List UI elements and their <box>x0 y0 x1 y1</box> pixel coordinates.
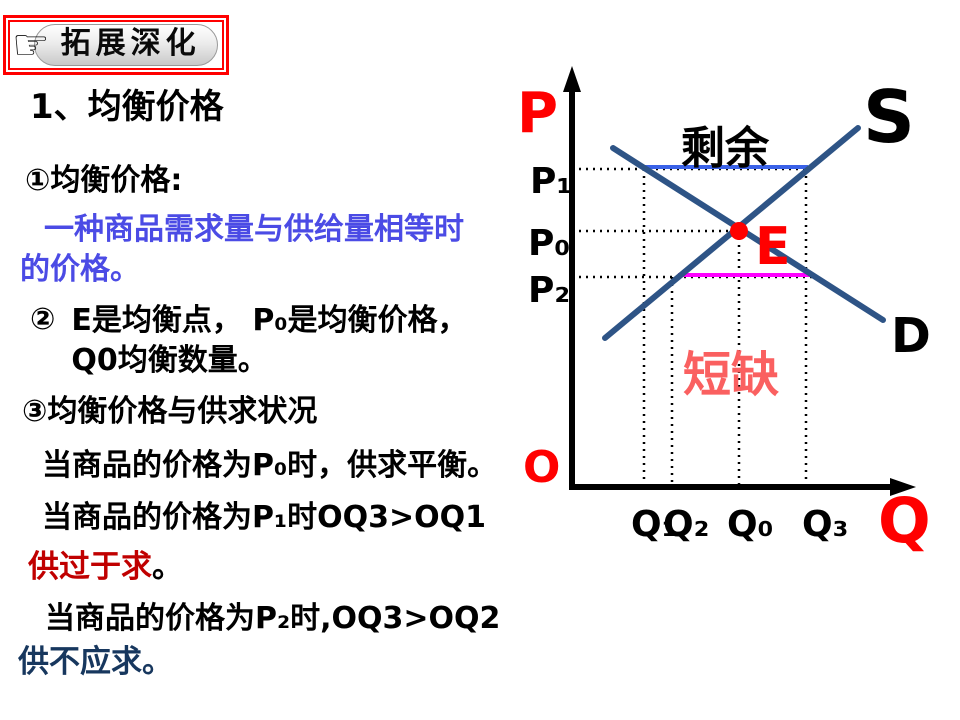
equilibrium-point <box>730 222 748 240</box>
item2-block: ② E是均衡点， P₀是均衡价格， Q0均衡数量。 <box>30 301 467 381</box>
y-axis-arrow-icon <box>563 66 581 92</box>
item2-lines: E是均衡点， P₀是均衡价格， Q0均衡数量。 <box>71 301 467 381</box>
page-title: 1、均衡价格 <box>30 87 224 127</box>
supply-curve-label: S <box>863 75 915 159</box>
q1-tick-label: Q₁ <box>631 504 677 545</box>
item2-line2: Q0均衡数量。 <box>71 343 268 378</box>
y-axis-label: P <box>517 81 558 146</box>
supply-demand-diagram: P P₁ P₀ P₂ O Q₁ Q₂ Q₀ Q₃ Q S D E 剩余 短缺 <box>517 66 931 557</box>
oversupply-line: 供过于求。 <box>28 548 183 587</box>
item2-marker: ② <box>30 302 56 337</box>
item2-line1: E是均衡点， P₀是均衡价格， <box>71 303 468 338</box>
definition-line2: 的价格。 <box>20 252 140 287</box>
item3-label: ③均衡价格与供求状况 <box>22 394 318 429</box>
shortage-label: 短缺 <box>683 347 779 403</box>
x-axis-arrow-icon <box>890 478 916 496</box>
origin-label: O <box>523 442 560 493</box>
x-axis-label: Q <box>878 484 931 557</box>
demand-curve-label: D <box>891 308 931 364</box>
header-badge-inner: ☞ 拓展深化 <box>8 20 224 70</box>
p2-tick-label: P₂ <box>528 270 570 311</box>
case-p2-line: 当商品的价格为P₂时,OQ3>OQ2 <box>45 601 501 636</box>
p0-tick-label: P₀ <box>528 223 570 264</box>
header-badge: ☞ 拓展深化 <box>3 15 229 75</box>
p1-tick-label: P₁ <box>530 161 572 202</box>
case-p0-line: 当商品的价格为P₀时，供求平衡。 <box>42 448 498 483</box>
q3-tick-label: Q₃ <box>802 504 848 545</box>
item1-label: ①均衡价格: <box>25 163 183 198</box>
undersupply-text: 供不应求。 <box>18 644 173 680</box>
pointing-hand-icon: ☞ <box>12 20 50 69</box>
case-p1-line: 当商品的价格为P₁时OQ3>OQ1 <box>42 500 487 535</box>
q0-tick-label: Q₀ <box>727 504 773 545</box>
q2-tick-label: Q₂ <box>663 504 709 545</box>
definition-line1: 一种商品需求量与供给量相等时 <box>44 212 464 247</box>
oversupply-period: 。 <box>152 549 183 585</box>
equilibrium-label: E <box>755 217 791 277</box>
demand-curve <box>610 145 886 323</box>
badge-label: 拓展深化 <box>33 24 218 66</box>
oversupply-text: 供过于求 <box>28 549 152 585</box>
surplus-label: 剩余 <box>681 123 770 174</box>
